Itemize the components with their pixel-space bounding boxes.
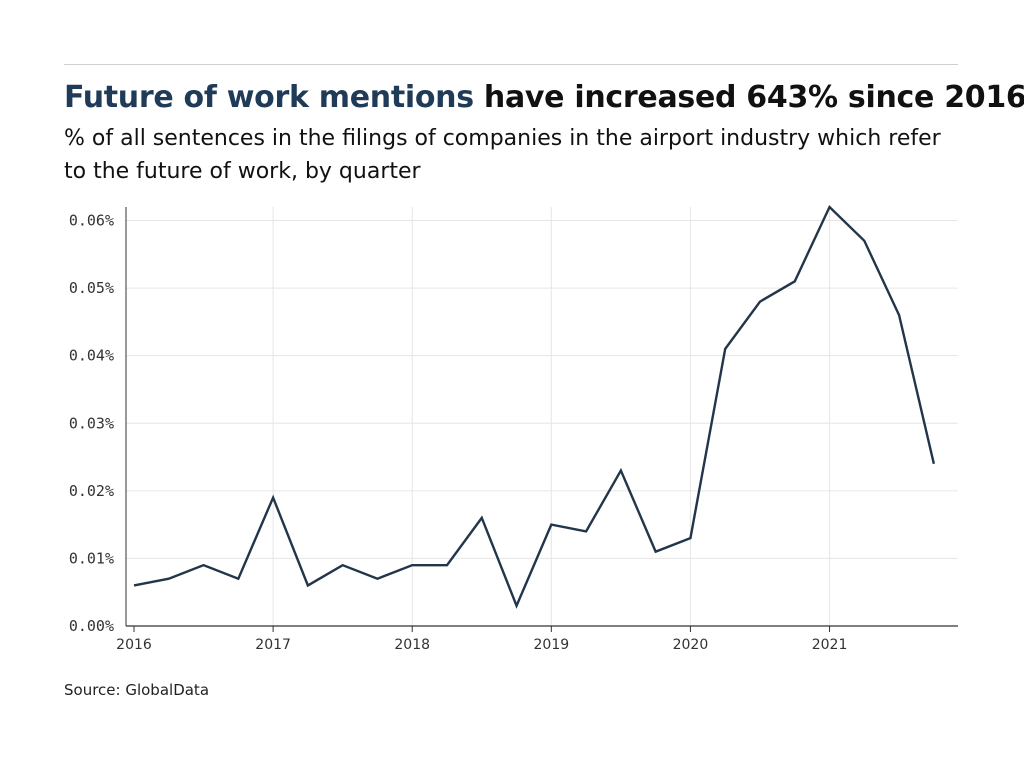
- y-tick-label: 0.03%: [69, 414, 114, 432]
- y-tick-label: 0.02%: [69, 482, 114, 500]
- y-tick-label: 0.06%: [69, 212, 114, 230]
- title-rest: have increased 643% since 2016: [473, 80, 1024, 115]
- series-line: [133, 204, 936, 609]
- y-tick-label: 0.05%: [69, 279, 114, 297]
- x-tick-label: 2019: [534, 637, 570, 653]
- source-note: Source: GlobalData: [64, 681, 210, 699]
- y-tick-label: 0.04%: [69, 347, 114, 365]
- x-tick-label: 2018: [394, 637, 430, 653]
- top-rule: [64, 64, 958, 65]
- tick-labels: 0.00% 0.01% 0.02% 0.03% 0.04% 0.05% 0.06% 2016 2…: [69, 212, 848, 653]
- chart-subtitle: % of all sentences in the filings of com…: [64, 126, 941, 184]
- grid: [126, 207, 958, 626]
- y-tick-label: 0.00%: [69, 617, 114, 635]
- x-tick-label: 2020: [673, 637, 709, 653]
- chart-title: Future of work mentions have increased 6…: [64, 78, 1024, 118]
- x-tick-label: 2016: [116, 637, 152, 653]
- y-tick-label: 0.01%: [69, 549, 114, 567]
- series: [133, 204, 936, 609]
- axes: [125, 207, 958, 632]
- x-tick-label: 2021: [812, 637, 848, 653]
- x-tick-label: 2017: [255, 637, 291, 653]
- title-highlight: Future of work mentions: [64, 80, 474, 115]
